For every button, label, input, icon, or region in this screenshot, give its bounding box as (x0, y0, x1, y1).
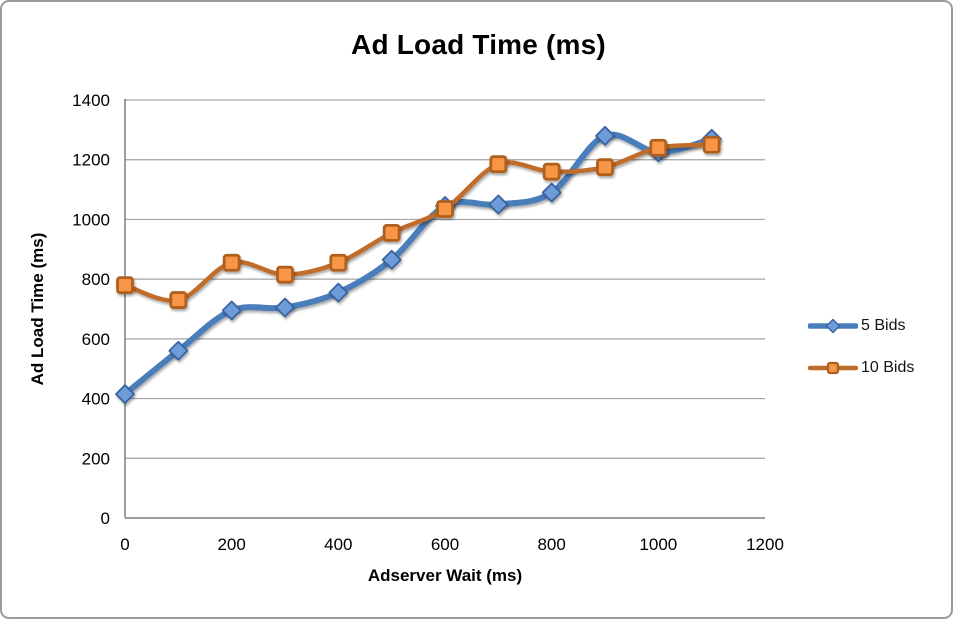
x-tick-label-400: 400 (324, 535, 352, 554)
y-tick-label-0: 0 (101, 509, 110, 528)
y-axis-title: Ad Load Time (ms) (28, 232, 47, 386)
marker-10-bids-x0 (116, 276, 134, 295)
marker-10-bids-x800 (542, 162, 561, 181)
x-axis-title: Adserver Wait (ms) (367, 566, 523, 585)
marker-5-bids-x300 (275, 297, 295, 318)
marker-5-bids-x0 (115, 384, 135, 404)
marker-10-bids-x600 (436, 200, 454, 218)
legend-swatch-5-bids-icon (808, 318, 858, 334)
marker-5-bids-x900 (595, 125, 615, 146)
marker-5-bids-x400 (328, 282, 349, 303)
marker-10-bids-x700 (489, 155, 508, 174)
chart-title: Ad Load Time (ms) (351, 29, 606, 60)
legend: 5 Bids 10 Bids (808, 317, 915, 376)
marker-10-bids-x1100 (702, 135, 721, 154)
marker-5-bids-x800 (541, 182, 562, 203)
x-tick-label-0: 0 (120, 535, 129, 554)
marker-5-bids-x500 (381, 249, 402, 270)
x-tick-label-600: 600 (431, 535, 459, 554)
marker-5-bids-x700 (488, 194, 509, 215)
marker-10-bids-x1000 (649, 138, 668, 157)
marker-10-bids-x500 (382, 223, 401, 242)
y-tick-label-1000: 1000 (72, 210, 110, 229)
x-tick-label-1000: 1000 (639, 535, 677, 554)
y-tick-label-1400: 1400 (72, 91, 110, 110)
marker-10-bids-x100 (169, 291, 188, 309)
legend-item-10-bids: 10 Bids (808, 359, 915, 376)
y-tick-label-600: 600 (82, 330, 110, 349)
marker-5-bids-x200 (221, 300, 242, 321)
legend-label-5-bids: 5 Bids (861, 317, 906, 334)
marker-5-bids-x100 (168, 340, 189, 361)
marker-10-bids-x900 (596, 158, 614, 177)
marker-10-bids-x200 (222, 253, 241, 272)
legend-swatch-10-bids-icon (808, 361, 858, 375)
y-tick-label-200: 200 (82, 449, 110, 468)
legend-item-5-bids: 5 Bids (808, 317, 914, 334)
marker-10-bids-x300 (276, 265, 294, 284)
x-tick-label-800: 800 (537, 535, 565, 554)
y-tick-label-400: 400 (82, 390, 110, 409)
marker-10-bids-x400 (329, 253, 348, 272)
series-line-5-bids (122, 131, 715, 398)
x-tick-label-1200: 1200 (746, 535, 784, 554)
x-tick-label-200: 200 (217, 535, 245, 554)
y-tick-label-800: 800 (82, 270, 110, 289)
legend-label-10-bids: 10 Bids (861, 359, 915, 376)
y-tick-label-1200: 1200 (72, 151, 110, 170)
series-line-10-bids (122, 142, 714, 303)
